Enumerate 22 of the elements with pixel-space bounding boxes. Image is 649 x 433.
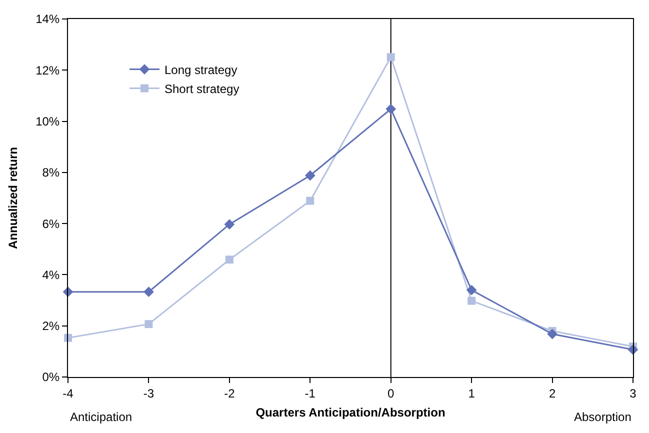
x-tick-label: -4	[62, 386, 74, 400]
x-axis-title: Quarters Anticipation/Absorption	[256, 405, 446, 420]
x-tick-label: 3	[630, 386, 637, 400]
y-tick-label: 0%	[42, 370, 60, 384]
x-tick-label: 0	[388, 386, 395, 400]
x-tick-label: -2	[224, 386, 236, 400]
y-tick-label: 10%	[36, 114, 60, 128]
y-tick-label: 2%	[42, 319, 60, 334]
text: Absorption	[574, 410, 632, 424]
x-tick-label: -3	[143, 386, 154, 400]
y-tick-label: 8%	[42, 166, 60, 180]
y-tick-label: 14%	[36, 12, 60, 26]
y-tick-label: 6%	[42, 216, 60, 231]
text: Anticipation	[70, 410, 132, 424]
legend-label: Long strategy	[164, 62, 238, 77]
legend-label: Short strategy	[164, 82, 240, 96]
x-tick-label: -1	[304, 386, 316, 400]
x-tick-label: 2	[548, 386, 556, 400]
y-axis-title: Annualized return	[6, 146, 20, 250]
x-tick-label: 1	[468, 386, 476, 400]
y-tick-label: 4%	[42, 268, 60, 282]
y-tick-label: 12%	[36, 63, 60, 78]
